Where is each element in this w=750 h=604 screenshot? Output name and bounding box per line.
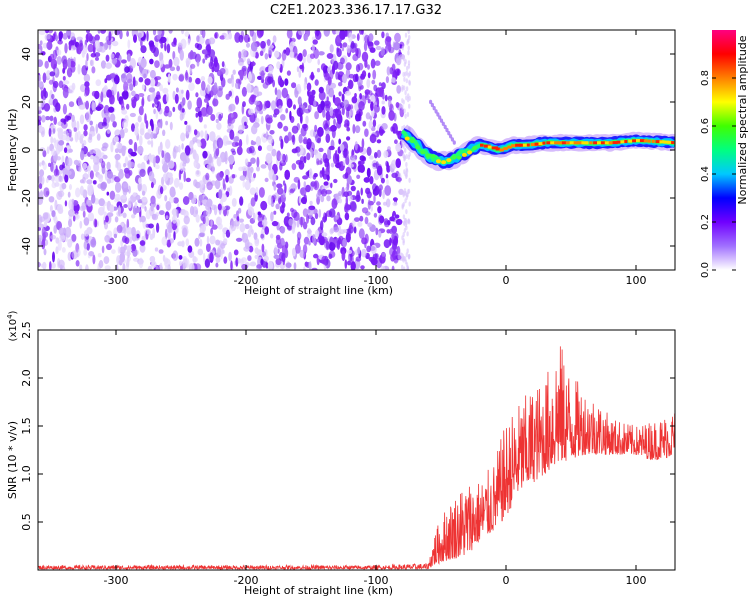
colorbar-tick-label: 0.2 [700,214,711,230]
signal-track [396,99,675,172]
colorbar-label: Normalized spectral amplitude [736,35,749,204]
y-tick-label: -40 [20,237,33,255]
y-scale-label: (x104) [6,310,19,341]
y-tick-label: 40 [20,47,33,61]
y-tick-label: 1.5 [20,417,33,435]
x-tick-label: 100 [626,274,647,287]
y-tick-label: 20 [20,95,33,109]
colorbar-gradient [712,30,736,270]
x-tick-label: -100 [364,274,389,287]
x-tick-label: -200 [234,574,259,587]
x-tick-label: -300 [104,574,129,587]
colorbar-tick-label: 0.0 [700,262,711,278]
y-tick-label: -20 [20,189,33,207]
figure-title: C2E1.2023.336.17.17.G32 [270,3,442,18]
y-axis-label: Frequency (Hz) [6,109,19,192]
x-tick-label: -100 [364,574,389,587]
y-tick-label: 0 [20,147,33,154]
snr-panel: -300 -200 -100 0 100 0.5 1.0 1.5 2.0 2.5 Height of… [6,310,676,597]
snr-frame [37,329,676,571]
x-tick-label: 0 [503,574,510,587]
colorbar-tick-label: 0.6 [700,118,711,134]
colorbar-tick-label: 0.4 [700,166,711,182]
x-tick-label: -200 [234,274,259,287]
y-tick-label: 0.5 [20,513,33,531]
y-tick-label: 2.5 [20,321,33,339]
noise-speckle [38,30,411,270]
y-tick-label: 1.0 [20,465,33,483]
snr-series-line [38,346,675,570]
x-axis-label: Height of straight line (km) [244,284,393,297]
x-tick-label: 0 [503,274,510,287]
y-tick-label: 2.0 [20,369,33,387]
x-tick-label: -300 [104,274,129,287]
x-tick-label: 100 [626,574,647,587]
x-axis-label: Height of straight line (km) [244,584,393,597]
colorbar-tick-label: 0.8 [700,70,711,86]
colorbar: 0.0 0.2 0.4 0.6 0.8 Normalized spectral ampli… [700,30,749,278]
y-axis-label: SNR (10 * v/v) [6,421,19,499]
